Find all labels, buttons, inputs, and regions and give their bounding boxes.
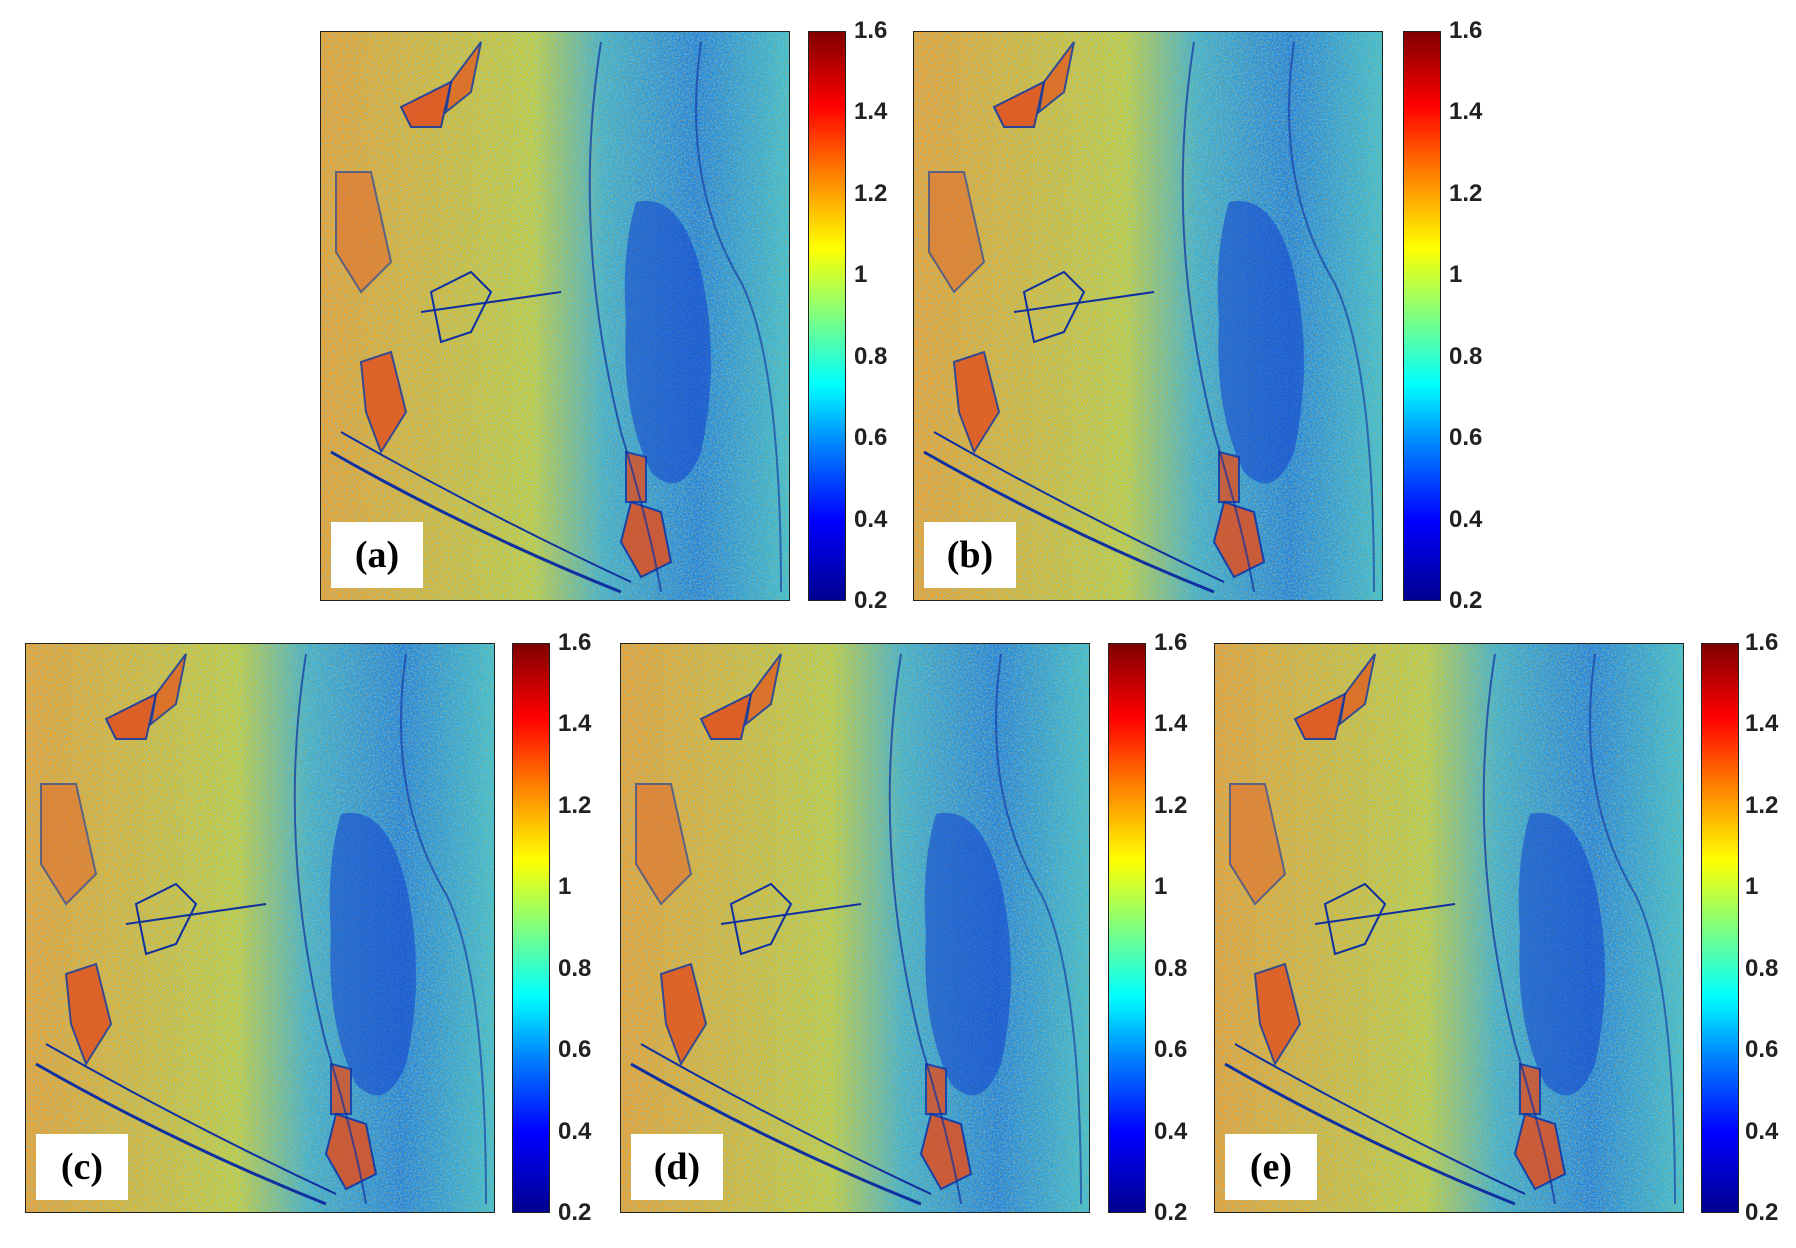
colorbar-tick-label: 1.4 — [1745, 710, 1779, 738]
colorbar-tick-label: 0.2 — [1449, 587, 1483, 614]
colorbar-tick-label: 0.4 — [558, 1117, 592, 1145]
colorbar-tick-label: 1 — [1449, 261, 1463, 289]
colorbar-tick-label: 1.2 — [1745, 791, 1779, 819]
colorbar-tick-label: 0.6 — [558, 1036, 592, 1064]
map-panel-c: (c) — [25, 643, 495, 1213]
colorbar-ticks-d: 1.6 1.4 1.2 1 0.8 0.6 0.4 0.2 — [1154, 629, 1224, 1226]
colorbar-tick-label: 0.6 — [1745, 1036, 1779, 1064]
colorbar-tick-label: 1.6 — [558, 629, 592, 656]
colorbar-tick-label: 0.8 — [558, 954, 592, 982]
colorbar-tick-label: 1.4 — [1449, 98, 1483, 126]
colorbar-tick-label: 1 — [558, 873, 572, 901]
colorbar-tick-label: 0.4 — [1449, 505, 1483, 533]
colorbar-tick-label: 1.6 — [1745, 629, 1779, 656]
ratio-map-c — [26, 644, 494, 1212]
colorbar-tick-label: 1.6 — [1449, 17, 1483, 44]
map-panel-e: (e) — [1214, 643, 1684, 1213]
colorbar-tick-label: 0.6 — [1154, 1036, 1188, 1064]
colorbar-tick-label: 1.6 — [1154, 629, 1188, 656]
map-panel-a: (a) — [320, 31, 790, 601]
colorbar-tick-label: 0.4 — [1154, 1117, 1188, 1145]
colorbar-tick-label: 1.4 — [854, 98, 888, 126]
colorbar-tick-label: 0.6 — [1449, 424, 1483, 452]
colorbar-tick-label: 0.4 — [854, 505, 888, 533]
colorbar-tick-label: 1.2 — [558, 791, 592, 819]
panel-label-c: (c) — [36, 1134, 128, 1200]
map-panel-d: (d) — [620, 643, 1090, 1213]
panel-label-e: (e) — [1225, 1134, 1317, 1200]
colorbar-tick-label: 0.2 — [1154, 1199, 1188, 1226]
colorbar-tick-label: 0.8 — [1154, 954, 1188, 982]
colorbar-tick-label: 0.2 — [854, 587, 888, 614]
colorbar-b — [1403, 31, 1441, 601]
map-panel-b: (b) — [913, 31, 1383, 601]
colorbar-tick-label: 1.2 — [854, 179, 888, 207]
colorbar-ticks-c: 1.6 1.4 1.2 1 0.8 0.6 0.4 0.2 — [558, 629, 628, 1226]
colorbar-tick-label: 1.2 — [1154, 791, 1188, 819]
colorbar-tick-label: 1.4 — [1154, 710, 1188, 738]
colorbar-tick-label: 1 — [1745, 873, 1759, 901]
colorbar-ticks-a: 1.6 1.4 1.2 1 0.8 0.6 0.4 0.2 — [854, 17, 924, 614]
colorbar-ticks-b: 1.6 1.4 1.2 1 0.8 0.6 0.4 0.2 — [1449, 17, 1519, 614]
panel-label-d: (d) — [631, 1134, 723, 1200]
ratio-map-a — [321, 32, 789, 600]
colorbar-tick-label: 0.8 — [1745, 954, 1779, 982]
colorbar-tick-label: 1.6 — [854, 17, 888, 44]
colorbar-tick-label: 0.6 — [854, 424, 888, 452]
colorbar-tick-label: 0.4 — [1745, 1117, 1779, 1145]
colorbar-tick-label: 1.2 — [1449, 179, 1483, 207]
colorbar-tick-label: 0.8 — [1449, 342, 1483, 370]
colorbar-d — [1108, 643, 1146, 1213]
panel-label-b: (b) — [924, 522, 1016, 588]
colorbar-tick-label: 1.4 — [558, 710, 592, 738]
ratio-map-e — [1215, 644, 1683, 1212]
colorbar-tick-label: 0.2 — [1745, 1199, 1779, 1226]
colorbar-tick-label: 0.2 — [558, 1199, 592, 1226]
colorbar-tick-label: 1 — [1154, 873, 1168, 901]
ratio-map-d — [621, 644, 1089, 1212]
colorbar-ticks-e: 1.6 1.4 1.2 1 0.8 0.6 0.4 0.2 — [1745, 629, 1796, 1226]
colorbar-tick-label: 1 — [854, 261, 868, 289]
colorbar-e — [1701, 643, 1739, 1213]
panel-label-a: (a) — [331, 522, 423, 588]
ratio-map-b — [914, 32, 1382, 600]
colorbar-c — [512, 643, 550, 1213]
colorbar-a — [808, 31, 846, 601]
colorbar-tick-label: 0.8 — [854, 342, 888, 370]
